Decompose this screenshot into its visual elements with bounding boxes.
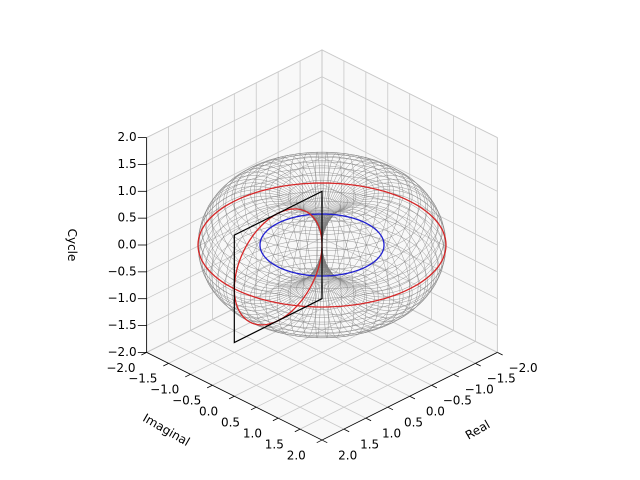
torus-wire xyxy=(223,238,421,338)
torus-wire xyxy=(296,275,348,302)
grid-line xyxy=(321,103,498,192)
torus-wire xyxy=(198,174,446,299)
tick-mark xyxy=(294,428,301,433)
grid-line xyxy=(146,49,323,138)
y-tick-label: 0.0 xyxy=(199,405,218,419)
tick-mark xyxy=(185,373,191,378)
tick-mark xyxy=(272,417,279,422)
grid-line xyxy=(299,341,476,430)
tick-mark xyxy=(250,406,257,411)
torus-wire xyxy=(209,157,435,270)
x-tick-label: 2.0 xyxy=(338,448,357,462)
grid-line xyxy=(277,330,454,419)
torus-wire xyxy=(318,259,326,264)
y-tick-label: 1.5 xyxy=(265,437,284,451)
x-tick-label: 1.0 xyxy=(382,427,401,441)
x-tick-label: 0.0 xyxy=(426,405,445,419)
grid-line xyxy=(321,264,498,353)
z-tick-label: −1.0 xyxy=(107,291,136,305)
torus-wire xyxy=(269,271,375,325)
z-tick-label: 1.0 xyxy=(118,184,137,198)
y-tick-label: −2.0 xyxy=(106,361,135,375)
tick-mark xyxy=(206,384,213,389)
torus-wire xyxy=(200,167,444,290)
grid-line xyxy=(321,130,498,219)
y-tick-label: −1.0 xyxy=(150,383,179,397)
torus-wire xyxy=(200,200,444,323)
outer-circle xyxy=(197,182,447,308)
grid-line xyxy=(321,49,498,138)
center-circle xyxy=(259,213,385,277)
torus-wire xyxy=(209,220,435,333)
torus-wire xyxy=(287,275,357,311)
torus-wire xyxy=(309,207,335,220)
torus-wire xyxy=(278,274,366,318)
section-square xyxy=(233,190,323,344)
z-tick-label: 0.0 xyxy=(118,238,137,252)
z-axis-label: Cycle xyxy=(65,229,79,262)
torus-wire xyxy=(303,197,341,217)
grid-line xyxy=(146,76,323,165)
torus-wire xyxy=(223,152,421,252)
y-tick-label: 1.0 xyxy=(243,427,262,441)
torus-wire xyxy=(269,165,375,219)
y-tick-label: −1.5 xyxy=(128,372,157,386)
x-tick-label: −1.5 xyxy=(487,372,516,386)
torus-wire xyxy=(240,255,404,337)
tick-mark xyxy=(316,439,323,444)
tick-mark xyxy=(475,362,481,367)
grid-line xyxy=(321,76,498,165)
torus-wire xyxy=(314,265,330,273)
y-tick-label: 0.5 xyxy=(221,416,240,430)
z-tick-label: −2.0 xyxy=(107,345,136,359)
grid-line xyxy=(321,210,498,300)
y-tick-label: 2.0 xyxy=(287,448,306,462)
grid-line xyxy=(168,275,345,364)
torus-wire xyxy=(250,155,394,229)
tick-mark xyxy=(387,406,394,411)
torus-wire xyxy=(198,191,446,316)
tick-mark xyxy=(431,384,438,389)
grid-line xyxy=(234,308,410,397)
tick-mark xyxy=(141,352,147,356)
torus-wire xyxy=(259,267,385,330)
x-axis-line xyxy=(321,352,498,441)
tick-mark xyxy=(343,428,350,433)
torus-wire xyxy=(204,210,440,329)
tick-mark xyxy=(497,352,503,356)
torus-wire xyxy=(250,261,394,335)
z-tick-label: 1.5 xyxy=(118,157,137,171)
tick-mark xyxy=(321,439,328,444)
z-tick-label: −1.5 xyxy=(107,318,136,332)
torus-wire xyxy=(240,153,404,235)
z-tick-label: 2.0 xyxy=(118,130,137,144)
tick-mark xyxy=(409,395,416,400)
grid-line xyxy=(256,319,432,408)
x-tick-label: 1.5 xyxy=(360,437,379,451)
tick-mark xyxy=(453,373,459,378)
y-axis-line xyxy=(146,352,323,441)
tick-mark xyxy=(228,395,235,400)
y-tick-label: −0.5 xyxy=(172,394,201,408)
torus-wire xyxy=(303,273,341,293)
tick-mark xyxy=(163,362,169,367)
grid-line xyxy=(146,130,323,219)
z-tick-label: −0.5 xyxy=(107,264,136,278)
grid-line xyxy=(146,103,323,192)
grid-line xyxy=(321,237,498,326)
x-tick-label: −2.0 xyxy=(509,361,538,375)
torus-wire xyxy=(215,229,429,337)
tick-mark xyxy=(365,417,372,422)
x-tick-label: −1.0 xyxy=(465,383,494,397)
z-tick-label: 0.5 xyxy=(118,211,137,225)
x-tick-label: 0.5 xyxy=(404,416,423,430)
x-tick-label: −0.5 xyxy=(443,394,472,408)
